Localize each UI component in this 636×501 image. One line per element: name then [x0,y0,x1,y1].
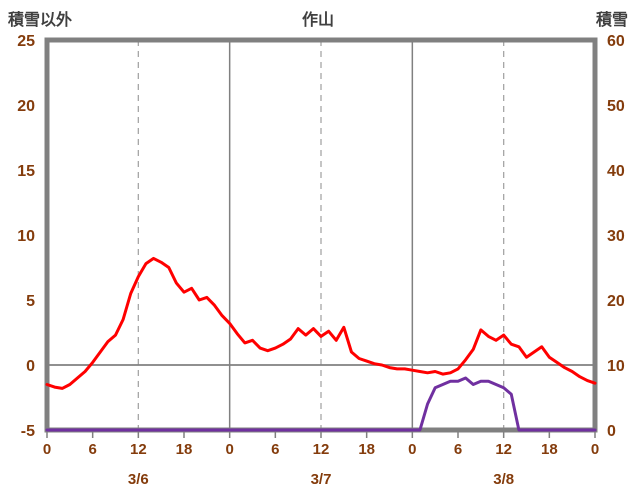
x-hour-label: 0 [591,441,599,458]
left-axis-title: 積雪以外 [8,12,73,29]
chart-header: 積雪以外 作山 積雪 [0,6,636,30]
left-axis-tick-label: 10 [17,228,35,245]
right-axis-tick-label: 10 [607,358,625,375]
purple-series-line [45,376,597,432]
left-axis-tick-label: 20 [17,98,35,115]
left-axis-tick-label: 25 [17,33,35,50]
x-hour-label: 12 [130,441,147,458]
right-axis-title: 積雪 [596,12,629,29]
x-hour-label: 0 [225,441,233,458]
red-series-line [45,256,597,390]
x-hour-label: 18 [358,441,375,458]
x-hour-label: 12 [313,441,330,458]
right-axis-tick-label: 60 [607,33,625,50]
left-axis-tick-label: 0 [26,358,35,375]
right-axis-tick-label: 0 [607,423,616,440]
x-hour-label: 12 [495,441,512,458]
left-axis-tick-label: 5 [26,293,35,310]
x-hour-label: 18 [541,441,558,458]
right-axis-tick-label: 20 [607,293,625,310]
left-axis-tick-label: 15 [17,163,35,180]
x-date-label: 3/7 [311,471,332,488]
right-axis-tick-label: 40 [607,163,625,180]
x-hour-label: 6 [454,441,462,458]
x-hour-label: 6 [271,441,279,458]
x-date-label: 3/8 [493,471,514,488]
left-axis-tick-label: -5 [21,423,35,440]
x-hour-label: 0 [43,441,51,458]
x-hour-label: 6 [88,441,96,458]
x-hour-label: 18 [176,441,193,458]
x-date-label: 3/6 [128,471,149,488]
right-axis-tick-label: 30 [607,228,625,245]
right-axis-tick-label: 50 [607,98,625,115]
chart-title: 作山 [302,12,335,29]
x-hour-label: 0 [408,441,416,458]
